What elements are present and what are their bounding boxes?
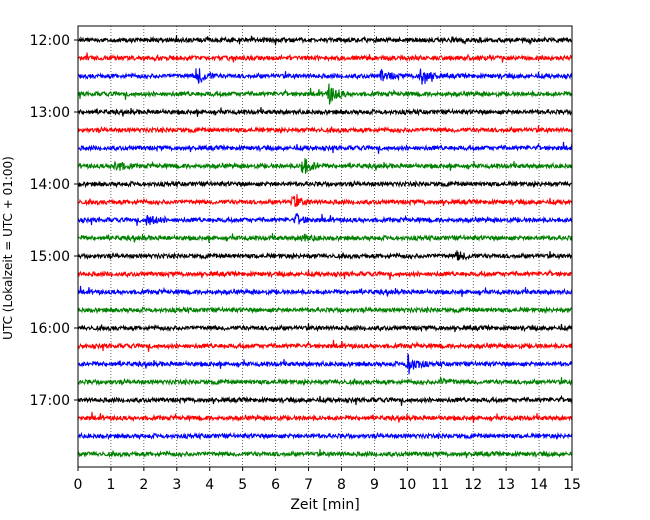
x-tick-label: 11: [431, 477, 449, 493]
trace-1345: [77, 158, 573, 174]
y-axis-label: UTC (Lokalzeit = UTC + 01:00): [1, 156, 15, 340]
x-tick-label: 9: [370, 477, 379, 493]
trace-1600: [77, 323, 573, 333]
trace-1715: [77, 411, 573, 423]
trace-1745: [77, 449, 573, 459]
x-tick-label: 12: [464, 477, 482, 493]
trace-1515: [77, 268, 573, 280]
y-tick-label: 13:00: [30, 105, 70, 121]
x-tick-label: 14: [530, 477, 548, 493]
trace-1615: [77, 339, 573, 352]
x-axis-label: Zeit [min]: [290, 497, 359, 513]
trace-1300: [77, 107, 573, 117]
x-tick-label: 5: [238, 477, 247, 493]
y-tick-label: 12:00: [30, 33, 70, 49]
x-tick-label: 10: [398, 477, 416, 493]
trace-1700: [77, 394, 573, 406]
trace-1730: [77, 431, 573, 441]
trace-1545: [77, 305, 573, 315]
x-tick-label: 8: [337, 477, 346, 493]
trace-1330: [77, 141, 573, 154]
x-tick-label: 15: [563, 477, 581, 493]
x-tick-label: 1: [106, 477, 115, 493]
y-tick-label: 15:00: [30, 249, 70, 265]
y-axis-ticks: 12:00 13:00 14:00 15:00 16:00 17:00: [30, 33, 78, 409]
y-tick-label: 17:00: [30, 393, 70, 409]
trace-1500: [77, 250, 573, 261]
trace-1215: [77, 52, 573, 63]
x-tick-label: 3: [172, 477, 181, 493]
trace-1445: [77, 233, 573, 243]
x-axis-ticks: 0 1 2 3 4 5 6 7 8 9 10 11 12 13 14 15: [74, 467, 581, 493]
trace-1415: [77, 194, 573, 207]
x-tick-label: 6: [271, 477, 280, 493]
x-tick-label: 0: [74, 477, 83, 493]
trace-1430: [77, 213, 573, 226]
x-tick-label: 7: [304, 477, 313, 493]
x-tick-label: 4: [205, 477, 214, 493]
plot-frame: [77, 25, 573, 468]
x-tick-label: 2: [139, 477, 148, 493]
trace-1200: [77, 35, 573, 46]
trace-1400: [77, 179, 573, 189]
y-tick-label: 14:00: [30, 177, 70, 193]
x-tick-label: 13: [497, 477, 515, 493]
trace-1230: [77, 68, 573, 85]
y-tick-label: 16:00: [30, 321, 70, 337]
trace-1630: [77, 353, 573, 375]
trace-1645: [77, 375, 573, 387]
trace-1315: [77, 125, 573, 135]
seismic-traces: [77, 35, 573, 459]
trace-1245: [77, 83, 573, 105]
trace-1530: [77, 285, 573, 297]
